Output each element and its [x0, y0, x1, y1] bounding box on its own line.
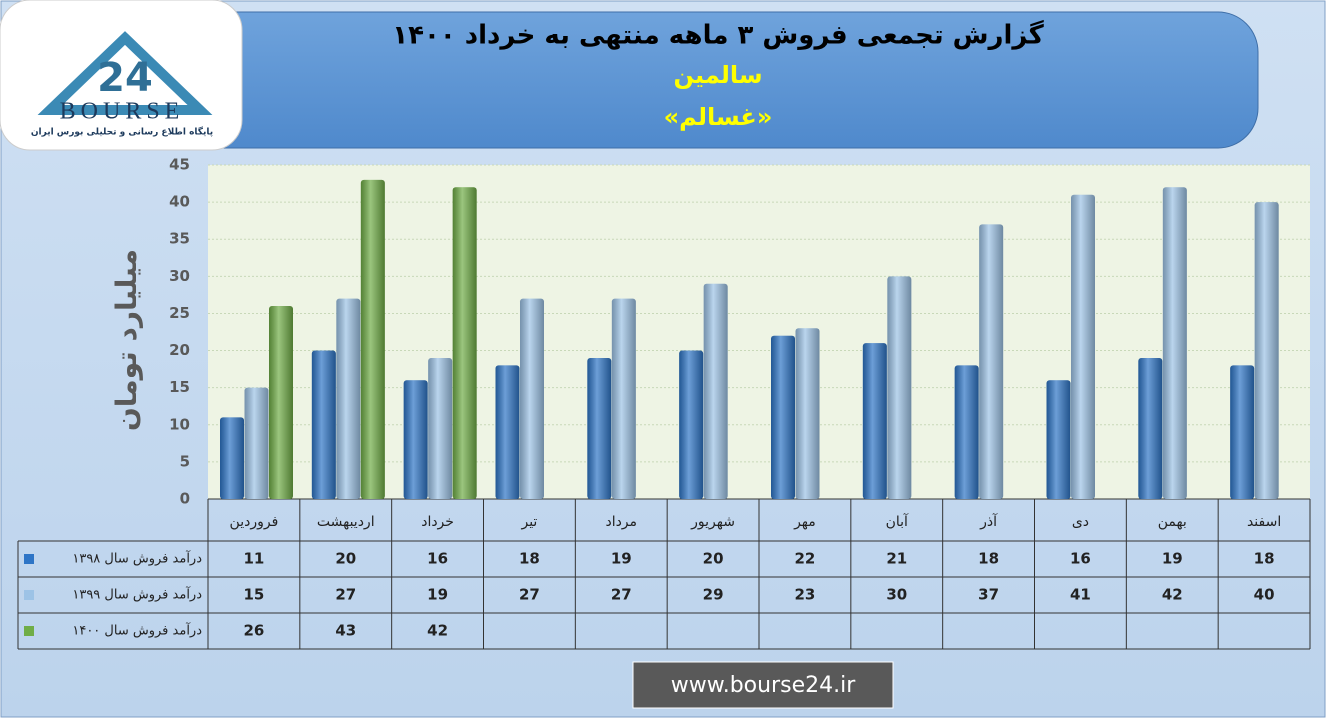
table-value: 20 — [335, 550, 356, 568]
legend-swatch — [24, 626, 34, 636]
bar — [587, 357, 612, 499]
bar — [244, 387, 269, 499]
table-value: 27 — [335, 586, 356, 604]
bar — [954, 365, 979, 499]
y-tick-label: 35 — [169, 230, 190, 248]
x-tick-label: بهمن — [1158, 514, 1187, 530]
table-value: 18 — [978, 550, 999, 568]
legend-swatch — [24, 554, 34, 564]
table-value: 22 — [794, 550, 815, 568]
bar — [679, 350, 704, 499]
bar — [795, 328, 820, 499]
logo-tagline: پایگاه اطلاع رسانی و تحلیلی بورس ایران — [31, 126, 213, 138]
bar — [1230, 365, 1255, 499]
bar — [520, 298, 544, 499]
bar — [862, 343, 887, 499]
footer-url: www.bourse24.ir — [671, 673, 856, 698]
y-tick-label: 20 — [169, 341, 190, 359]
table-value: 19 — [611, 550, 632, 568]
x-tick-label: آذر — [979, 513, 998, 530]
y-tick-label: 10 — [169, 415, 190, 433]
table-value: 16 — [427, 550, 448, 568]
table-value: 27 — [519, 586, 540, 604]
table-value: 42 — [1162, 586, 1183, 604]
x-tick-label: مهر — [793, 514, 816, 530]
bar — [771, 335, 795, 499]
bar — [703, 283, 728, 499]
table-value: 20 — [703, 550, 724, 568]
table-value: 16 — [1070, 550, 1091, 568]
x-tick-label: شهریور — [690, 514, 735, 530]
footer-box — [632, 661, 894, 709]
bar — [220, 417, 244, 499]
x-tick-label: اسفند — [1247, 514, 1281, 530]
table-value: 43 — [335, 622, 356, 640]
table-value: 18 — [519, 550, 540, 568]
x-tick-label: تیر — [520, 514, 537, 530]
table-value: 30 — [886, 586, 907, 604]
y-axis-label: میلیارد تومان — [110, 249, 143, 431]
y-tick-label: 25 — [169, 304, 190, 322]
bar — [1046, 380, 1071, 499]
logo-mark: 24 — [97, 55, 153, 101]
legend-label: درآمد فروش سال ۱۳۹۸ — [72, 550, 202, 567]
symbol: «غسالم» — [664, 103, 773, 131]
bar — [611, 298, 636, 499]
bar — [1254, 202, 1279, 499]
chart-title: گزارش تجمعی فروش ۳ ماهه منتهی به خرداد ۱… — [392, 20, 1044, 51]
legend-label: درآمد فروش سال ۱۳۹۹ — [72, 586, 202, 603]
bar — [269, 306, 293, 499]
plot-area — [208, 165, 1310, 499]
bar — [1071, 194, 1095, 499]
table-value: 15 — [243, 586, 264, 604]
table-value: 37 — [978, 586, 999, 604]
table-value: 41 — [1070, 586, 1091, 604]
x-tick-label: فروردین — [230, 514, 279, 530]
table-value: 18 — [1254, 550, 1275, 568]
x-tick-label: آبان — [886, 513, 909, 530]
bar — [1162, 187, 1187, 499]
bar — [495, 365, 520, 499]
table-value: 19 — [427, 586, 448, 604]
table-value: 19 — [1162, 550, 1183, 568]
table-value: 40 — [1254, 586, 1275, 604]
y-tick-label: 45 — [169, 156, 190, 174]
table-value: 26 — [243, 622, 264, 640]
table-value: 23 — [794, 586, 815, 604]
logo-name: BOURSE — [60, 99, 185, 125]
x-tick-label: دی — [1072, 514, 1089, 530]
table-value: 42 — [427, 622, 448, 640]
table-value: 29 — [703, 586, 724, 604]
y-tick-label: 0 — [180, 490, 190, 508]
y-tick-label: 5 — [180, 452, 190, 470]
legend-label: درآمد فروش سال ۱۴۰۰ — [72, 622, 202, 639]
bar — [1138, 357, 1163, 499]
bar — [452, 187, 477, 499]
bar — [979, 224, 1004, 499]
bar — [336, 298, 361, 499]
y-tick-label: 30 — [169, 267, 190, 285]
x-tick-label: مرداد — [605, 514, 637, 530]
table-value: 27 — [611, 586, 632, 604]
bar — [428, 357, 453, 499]
x-tick-label: اردیبهشت — [317, 514, 375, 530]
y-tick-label: 40 — [169, 193, 190, 211]
x-tick-label: خرداد — [421, 514, 454, 530]
chart-subtitle: سالمین — [673, 61, 762, 89]
bar — [360, 179, 385, 499]
bar — [887, 276, 912, 499]
table-value: 21 — [886, 550, 907, 568]
bar — [403, 380, 428, 499]
logo-shape — [37, 31, 213, 115]
bar — [311, 350, 336, 499]
table-value: 11 — [243, 550, 264, 568]
legend-swatch — [24, 590, 34, 600]
y-tick-label: 15 — [169, 378, 190, 396]
